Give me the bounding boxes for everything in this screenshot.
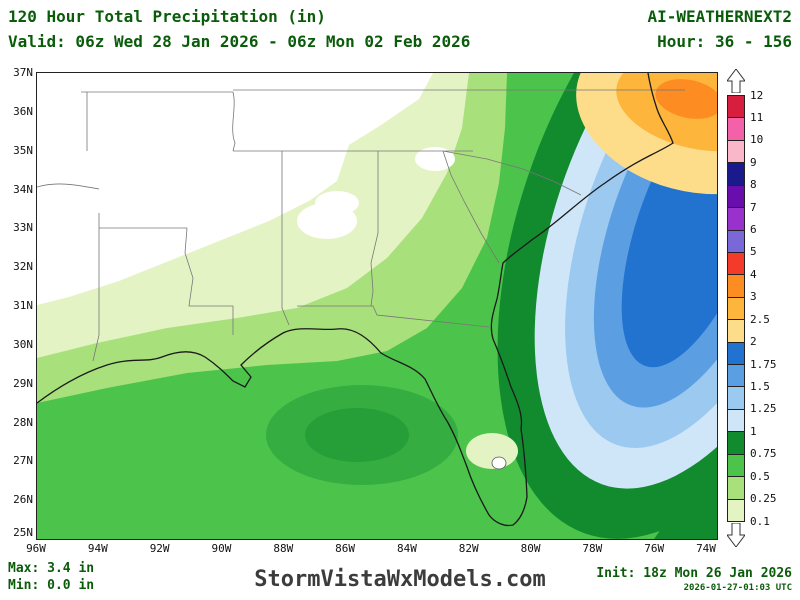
valid-range: Valid: 06z Wed 28 Jan 2026 - 06z Mon 02 … bbox=[8, 32, 471, 51]
gulf-precip-blob-core bbox=[305, 408, 409, 462]
lat-label: 31N bbox=[13, 299, 33, 312]
legend-cell bbox=[727, 431, 745, 455]
coastline bbox=[37, 73, 674, 527]
legend-over-arrow-icon bbox=[727, 69, 745, 93]
southeast-corner-band bbox=[641, 474, 717, 539]
legend-label: 1.25 bbox=[750, 402, 777, 416]
offshore-band-1p75 bbox=[621, 78, 717, 368]
dry-patch-georgia bbox=[415, 147, 455, 171]
lat-label: 25N bbox=[13, 526, 33, 539]
legend-cell bbox=[727, 386, 745, 410]
min-value-label: Min: 0.0 in bbox=[8, 578, 95, 593]
legend-cell bbox=[727, 408, 745, 433]
lat-label: 27N bbox=[13, 454, 33, 468]
lon-label: 74W bbox=[696, 542, 716, 555]
map-frame bbox=[36, 72, 718, 540]
legend-label: 3 bbox=[750, 290, 757, 304]
lat-label: 32N bbox=[13, 260, 33, 274]
legend-label: 10 bbox=[750, 133, 764, 147]
max-value-label: Max: 3.4 in bbox=[8, 561, 95, 576]
legend-cell bbox=[727, 341, 745, 366]
legend-cell bbox=[727, 184, 745, 209]
legend-label: 0.1 bbox=[750, 514, 770, 528]
dry-area-northwest bbox=[37, 73, 433, 305]
legend-cell bbox=[727, 162, 745, 186]
lat-label: 34N bbox=[13, 182, 33, 196]
legend-label: 4 bbox=[750, 267, 757, 281]
lon-label: 88W bbox=[273, 542, 294, 555]
legend-label: 6 bbox=[750, 223, 757, 237]
legend-cell bbox=[727, 319, 745, 343]
lon-label: 96W bbox=[26, 542, 46, 555]
legend-cell bbox=[727, 364, 745, 388]
legend-label: 0.25 bbox=[750, 492, 777, 506]
legend-label: 2 bbox=[750, 335, 757, 349]
legend-label: 9 bbox=[750, 155, 757, 169]
legend-cell bbox=[727, 229, 745, 253]
lon-label: 82W bbox=[458, 542, 479, 555]
legend-label: 2.5 bbox=[750, 312, 770, 326]
legend-label: 8 bbox=[750, 178, 757, 192]
header-line-1: 120 Hour Total Precipitation (in) AI-WEA… bbox=[8, 7, 792, 26]
legend-label: 0.5 bbox=[750, 469, 770, 483]
page-title: 120 Hour Total Precipitation (in) bbox=[8, 7, 326, 26]
legend-cell bbox=[727, 296, 745, 321]
lat-label: 28N bbox=[13, 415, 33, 429]
lon-label: 86W bbox=[335, 542, 356, 555]
init-utc-label: 2026-01-27-01:03 UTC bbox=[683, 583, 792, 593]
legend-cell bbox=[727, 498, 745, 522]
legend-label: 11 bbox=[750, 110, 764, 124]
state-borders bbox=[37, 89, 685, 362]
lat-label: 37N bbox=[13, 66, 33, 79]
lat-label: 29N bbox=[13, 376, 33, 390]
site-watermark: StormVistaWxModels.com bbox=[254, 567, 546, 592]
legend-cell bbox=[727, 453, 745, 478]
forecast-hour: Hour: 36 - 156 bbox=[657, 32, 792, 51]
dry-patch-tennessee bbox=[315, 191, 359, 215]
legend-under-arrow-icon bbox=[727, 523, 745, 547]
init-time-label: Init: 18z Mon 26 Jan 2026 bbox=[596, 566, 792, 581]
lon-label: 80W bbox=[520, 542, 541, 555]
lon-label: 92W bbox=[149, 542, 170, 555]
lon-label: 84W bbox=[396, 542, 417, 555]
lat-label: 36N bbox=[13, 104, 33, 118]
model-name: AI-WEATHERNEXT2 bbox=[647, 7, 793, 26]
gulf-precip-blob-outer bbox=[266, 385, 458, 485]
legend-cell bbox=[727, 274, 745, 298]
precipitation-map bbox=[37, 73, 717, 539]
heavy-precip-core-3 bbox=[655, 79, 717, 119]
lat-label: 26N bbox=[13, 493, 33, 507]
legend-label: 1.5 bbox=[750, 379, 770, 393]
legend-label: 7 bbox=[750, 200, 757, 214]
lat-label: 30N bbox=[13, 337, 33, 351]
lat-label: 33N bbox=[13, 221, 33, 235]
legend-label: 1.75 bbox=[750, 357, 777, 371]
lat-label: 35N bbox=[13, 143, 33, 157]
legend-cell bbox=[727, 251, 745, 276]
legend-label: 5 bbox=[750, 245, 757, 259]
lon-label: 90W bbox=[211, 542, 232, 555]
legend-cell bbox=[727, 95, 745, 119]
legend-cell bbox=[727, 117, 745, 141]
legend-label: 0.75 bbox=[750, 447, 777, 461]
legend-cell bbox=[727, 139, 745, 164]
legend-cell bbox=[727, 207, 745, 231]
lon-label: 94W bbox=[87, 542, 108, 555]
legend-label: 1 bbox=[750, 424, 757, 438]
legend-cell bbox=[727, 476, 745, 500]
lake-okeechobee bbox=[491, 456, 507, 470]
header-line-2: Valid: 06z Wed 28 Jan 2026 - 06z Mon 02 … bbox=[8, 32, 792, 51]
lon-label: 78W bbox=[582, 542, 603, 555]
lon-label: 76W bbox=[644, 542, 665, 555]
legend-label: 12 bbox=[750, 88, 764, 102]
